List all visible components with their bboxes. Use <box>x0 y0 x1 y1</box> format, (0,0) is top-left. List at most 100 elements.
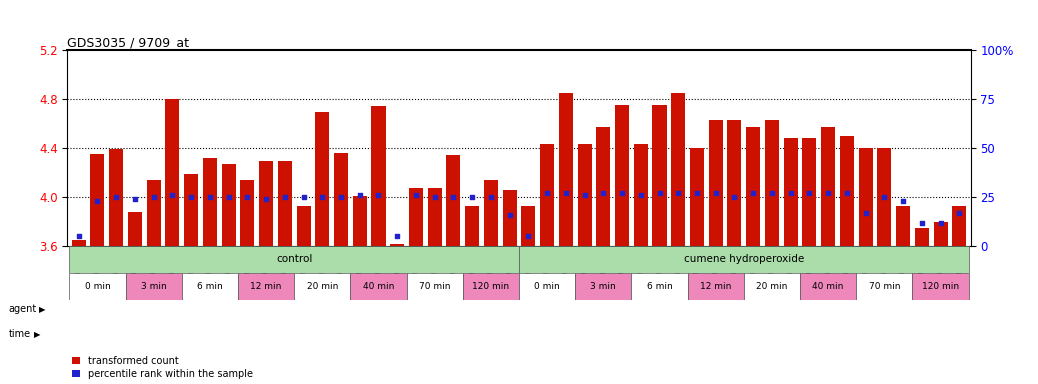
Bar <box>502 190 517 246</box>
Point <box>145 194 162 200</box>
Bar <box>484 180 498 246</box>
Point <box>727 194 743 200</box>
Bar <box>687 273 744 300</box>
Text: 40 min: 40 min <box>813 281 844 291</box>
Bar <box>802 138 817 246</box>
Bar <box>90 154 105 246</box>
Bar <box>428 189 442 246</box>
Bar <box>241 180 254 246</box>
Bar <box>297 205 310 246</box>
Bar <box>784 138 797 246</box>
Point <box>520 233 537 239</box>
Point <box>276 194 293 200</box>
Bar <box>896 205 910 246</box>
Bar <box>728 120 741 246</box>
Legend: transformed count, percentile rank within the sample: transformed count, percentile rank withi… <box>73 356 253 379</box>
Bar <box>577 144 592 246</box>
Point <box>371 192 387 198</box>
Text: 20 min: 20 min <box>757 281 788 291</box>
Bar <box>278 161 292 246</box>
Point <box>108 194 125 200</box>
Text: 6 min: 6 min <box>197 281 223 291</box>
Point <box>576 192 593 198</box>
Point <box>427 194 443 200</box>
Bar <box>856 273 912 300</box>
Bar <box>877 148 892 246</box>
Text: 12 min: 12 min <box>700 281 732 291</box>
Point <box>352 192 368 198</box>
Bar <box>672 93 685 246</box>
Bar <box>126 273 182 300</box>
Text: time: time <box>8 329 30 339</box>
Point <box>408 192 425 198</box>
Bar <box>558 93 573 246</box>
Text: agent: agent <box>8 304 36 314</box>
Bar <box>952 205 966 246</box>
Point <box>557 190 574 196</box>
Bar <box>72 240 86 246</box>
Bar <box>519 246 968 273</box>
Point <box>483 194 499 200</box>
Point <box>708 190 725 196</box>
Bar <box>690 148 704 246</box>
Bar <box>521 205 536 246</box>
Bar <box>840 136 854 246</box>
Text: 120 min: 120 min <box>922 281 959 291</box>
Point <box>313 194 330 200</box>
Point <box>257 196 274 202</box>
Bar <box>653 105 666 246</box>
Text: 6 min: 6 min <box>647 281 673 291</box>
Bar <box>260 161 273 246</box>
Bar <box>634 144 648 246</box>
Text: 70 min: 70 min <box>419 281 450 291</box>
Text: ▶: ▶ <box>34 329 40 339</box>
Bar <box>390 243 404 246</box>
Bar <box>746 127 760 246</box>
Bar <box>109 149 124 246</box>
Bar <box>407 273 463 300</box>
Bar <box>933 222 948 246</box>
Bar <box>463 273 519 300</box>
Point <box>220 194 237 200</box>
Point <box>239 194 255 200</box>
Bar <box>294 273 351 300</box>
Text: 40 min: 40 min <box>363 281 394 291</box>
Point <box>913 219 930 225</box>
Bar <box>631 273 687 300</box>
Bar <box>146 180 161 246</box>
Point <box>295 194 311 200</box>
Point <box>201 194 218 200</box>
Text: 20 min: 20 min <box>306 281 338 291</box>
Bar <box>465 205 480 246</box>
Bar <box>70 273 126 300</box>
Bar <box>858 148 873 246</box>
Point <box>595 190 611 196</box>
Bar <box>182 273 238 300</box>
Bar <box>765 120 778 246</box>
Bar <box>912 273 968 300</box>
Text: 3 min: 3 min <box>141 281 166 291</box>
Text: cumene hydroperoxide: cumene hydroperoxide <box>684 255 804 265</box>
Text: 0 min: 0 min <box>535 281 559 291</box>
Point <box>632 192 649 198</box>
Point <box>839 190 855 196</box>
Bar <box>202 158 217 246</box>
Text: 3 min: 3 min <box>591 281 617 291</box>
Point <box>464 194 481 200</box>
Bar <box>128 212 142 246</box>
Point <box>820 190 837 196</box>
Point <box>895 198 911 204</box>
Text: GDS3035 / 9709_at: GDS3035 / 9709_at <box>67 36 190 49</box>
Bar <box>540 144 554 246</box>
Point <box>389 233 406 239</box>
Bar <box>221 164 236 246</box>
Point <box>127 196 143 202</box>
Bar <box>184 174 198 246</box>
Bar <box>575 273 631 300</box>
Point <box>71 233 87 239</box>
Bar <box>446 156 461 246</box>
Point <box>613 190 630 196</box>
Bar <box>744 273 800 300</box>
Point <box>670 190 686 196</box>
Bar <box>316 113 329 246</box>
